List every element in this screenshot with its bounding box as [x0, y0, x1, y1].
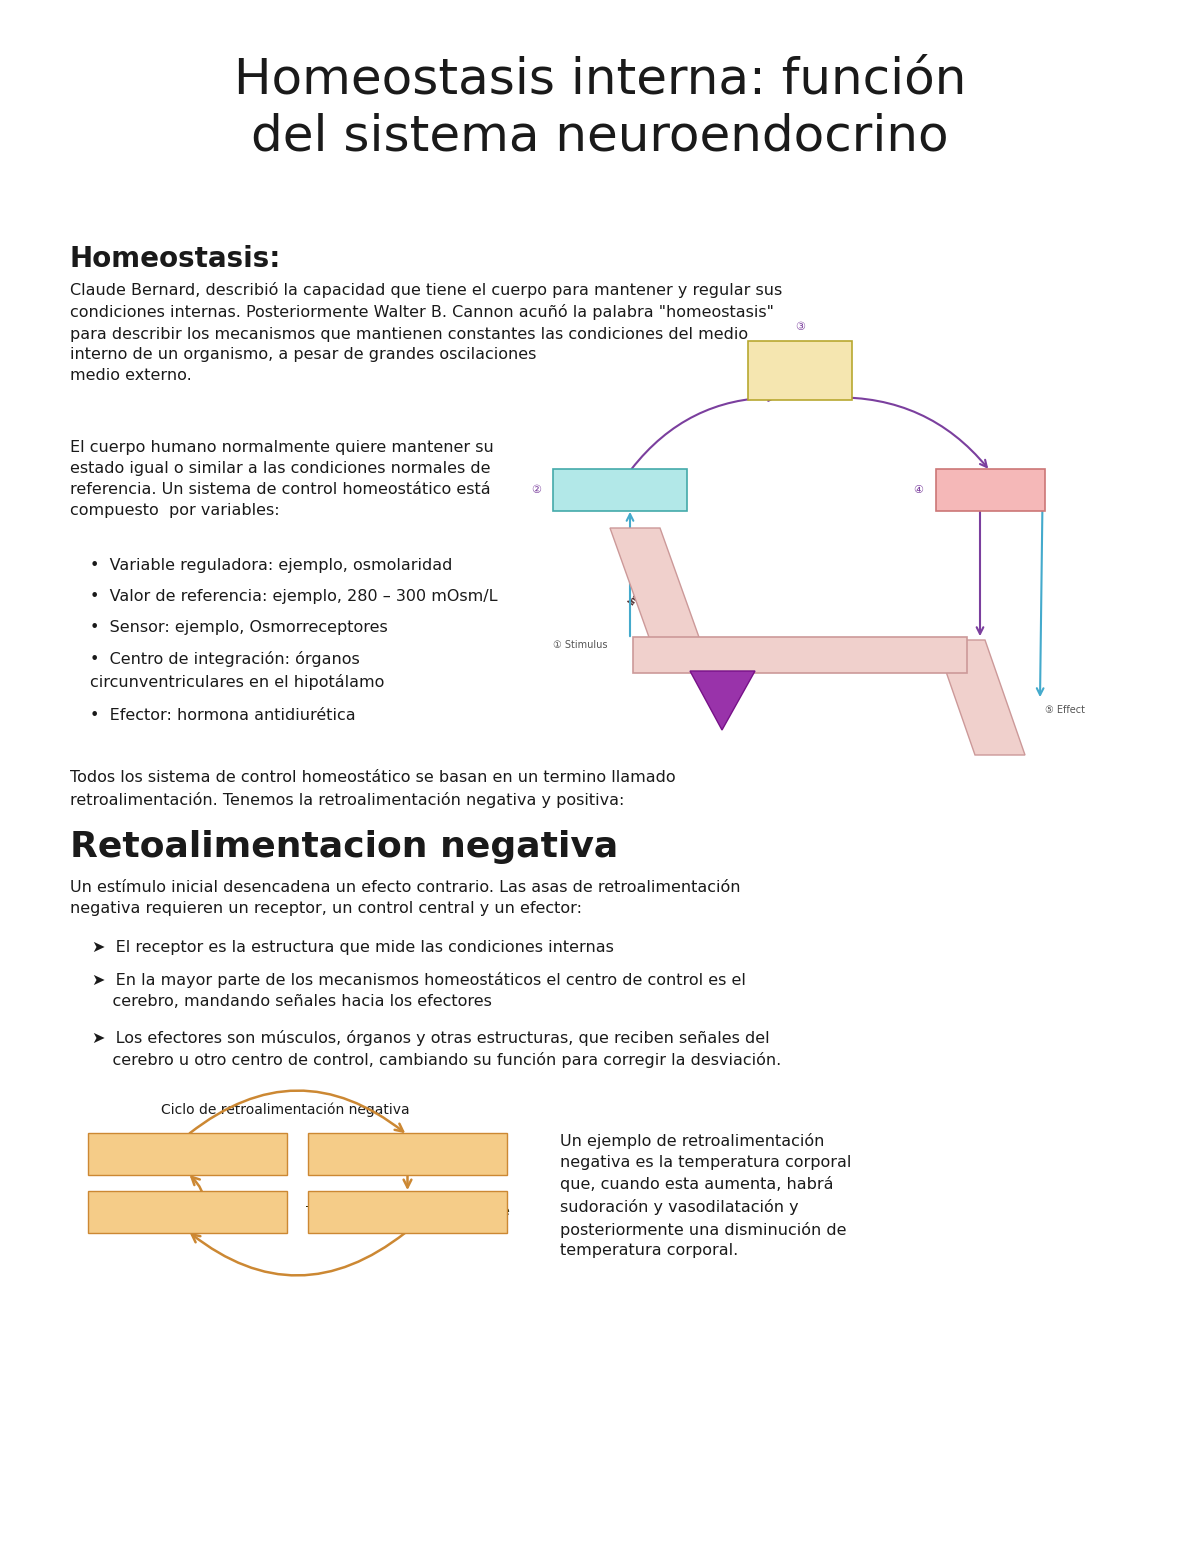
Polygon shape	[610, 528, 700, 640]
Text: Imbalance: Imbalance	[626, 559, 664, 607]
Text: ➤  Los efectores son músculos, órganos y otras estructuras, que reciben señales : ➤ Los efectores son músculos, órganos y …	[92, 1030, 781, 1068]
Text: ➤  En la mayor parte de los mecanismos homeostáticos el centro de control es el
: ➤ En la mayor parte de los mecanismos ho…	[92, 972, 746, 1009]
Text: Escalofríos: Escalofríos	[373, 1148, 442, 1160]
Polygon shape	[690, 671, 755, 730]
FancyBboxPatch shape	[308, 1134, 508, 1176]
Text: ③: ③	[796, 323, 805, 332]
Text: Homeostasis interna: función
del sistema neuroendocrino: Homeostasis interna: función del sistema…	[234, 54, 966, 160]
Text: Sudoración: Sudoración	[152, 1205, 223, 1219]
Text: Un estímulo inicial desencadena un efecto contrario. Las asas de retroalimentaci: Un estímulo inicial desencadena un efect…	[70, 881, 740, 916]
Text: Un ejemplo de retroalimentación
negativa es la temperatura corporal
que, cuando : Un ejemplo de retroalimentación negativa…	[560, 1134, 851, 1258]
Text: Ciclo de retroalimentación negativa: Ciclo de retroalimentación negativa	[161, 1103, 409, 1117]
Text: Effector: Effector	[965, 485, 1015, 495]
Text: El cuerpo humano normalmente quiere mantener su
estado igual o similar a las con: El cuerpo humano normalmente quiere mant…	[70, 439, 493, 519]
FancyBboxPatch shape	[634, 637, 967, 672]
FancyBboxPatch shape	[936, 469, 1044, 511]
Text: ②: ②	[530, 485, 541, 495]
FancyBboxPatch shape	[308, 1191, 508, 1233]
FancyBboxPatch shape	[553, 469, 686, 511]
Text: •  Variable reguladora: ejemplo, osmolaridad: • Variable reguladora: ejemplo, osmolari…	[90, 558, 452, 573]
Text: Control
center: Control center	[778, 359, 823, 380]
Text: ④: ④	[913, 485, 924, 495]
Text: Claude Bernard, describió la capacidad que tiene el cuerpo para mantener y regul: Claude Bernard, describió la capacidad q…	[70, 283, 782, 384]
Text: Temperatura corporal disminuye: Temperatura corporal disminuye	[306, 1205, 509, 1219]
Text: ➤  El receptor es la estructura que mide las condiciones internas: ➤ El receptor es la estructura que mide …	[92, 940, 614, 955]
Polygon shape	[935, 640, 1025, 755]
Text: Imbalance: Imbalance	[971, 672, 1009, 721]
Text: •  Sensor: ejemplo, Osmorreceptores: • Sensor: ejemplo, Osmorreceptores	[90, 620, 388, 635]
Text: •  Centro de integración: órganos
circunventriculares en el hipotálamo: • Centro de integración: órganos circunv…	[90, 651, 384, 690]
Text: •  Valor de referencia: ejemplo, 280 – 300 mOsm/L: • Valor de referencia: ejemplo, 280 – 30…	[90, 589, 498, 604]
Text: Todos los sistema de control homeostático se basan en un termino llamado
retroal: Todos los sistema de control homeostátic…	[70, 770, 676, 808]
FancyBboxPatch shape	[88, 1134, 287, 1176]
Text: •  Efector: hormona antidiurética: • Efector: hormona antidiurética	[90, 708, 355, 724]
Text: ⑤ Effect: ⑤ Effect	[1045, 705, 1085, 714]
Text: Homeostasis:: Homeostasis:	[70, 245, 281, 273]
Text: Retoalimentacion negativa: Retoalimentacion negativa	[70, 829, 618, 863]
FancyBboxPatch shape	[88, 1191, 287, 1233]
Text: ① Stimulus: ① Stimulus	[553, 640, 607, 651]
Text: Temperatura corporal aumenta: Temperatura corporal aumenta	[90, 1148, 286, 1160]
Text: Receptor (sensor): Receptor (sensor)	[568, 485, 673, 495]
FancyBboxPatch shape	[748, 340, 852, 399]
Text: Variable (in homeostasis): Variable (in homeostasis)	[725, 651, 875, 660]
